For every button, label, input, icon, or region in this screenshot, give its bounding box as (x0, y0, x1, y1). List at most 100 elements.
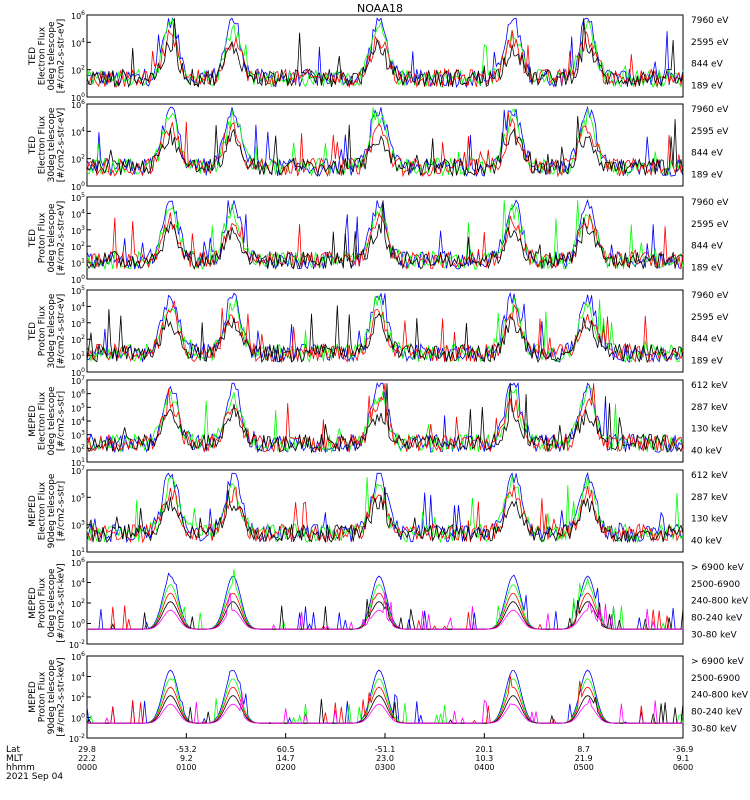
y-tick-label: 107 (71, 375, 85, 386)
x-tick-mlt: 22.2 (78, 754, 96, 763)
legend-item: > 6900 keV (691, 657, 745, 667)
y-tick-label: 100 (71, 274, 85, 285)
legend-item: 2595 eV (691, 38, 729, 48)
y-axis-label: MEPEDElectron Flux90deg telescope[#/cm2-… (28, 473, 67, 548)
legend-item: 7960 eV (691, 105, 729, 115)
y-tick-label: 107 (71, 465, 85, 476)
series-trace (87, 675, 683, 724)
panel-2: 100 102 104 106 TEDElectron Flux30deg telesc… (28, 99, 729, 192)
y-tick-label: 102 (71, 443, 85, 454)
x-tick-lat: -51.1 (375, 745, 396, 754)
legend-item: 2595 eV (691, 127, 729, 137)
y-tick-label: 106 (71, 10, 85, 21)
y-tick-label: 101 (71, 351, 85, 362)
x-tick-lat: -36.9 (673, 745, 694, 754)
y-axis-label: TEDElectron Flux30deg telescope[#/cm2-s-… (28, 107, 67, 182)
x-tick-time: 0500 (573, 763, 593, 772)
y-tick-label: 106 (71, 651, 85, 662)
legend-item: 2500-6900 (691, 674, 740, 684)
series-trace (86, 305, 684, 364)
x-tick-mlt: 9.1 (677, 754, 690, 763)
series-trace (86, 18, 684, 89)
series-trace (86, 112, 684, 178)
y-axis-label: MEPEDElectron Flux0deg telescope[#/cm2-s… (28, 386, 67, 456)
y-tick-label: 106 (71, 557, 85, 568)
y-axis-label: TEDProton Flux0deg telescope[#/cm2-s-str… (28, 201, 67, 276)
legend-item: 189 eV (691, 170, 724, 180)
y-tick-label: 101 (71, 547, 85, 558)
legend-item: 612 keV (691, 471, 728, 481)
x-tick-time: 0200 (275, 763, 295, 772)
y-tick-label: 10-2 (69, 733, 85, 744)
y-tick-label: 105 (71, 402, 85, 413)
series-trace (86, 295, 684, 364)
y-tick-label: 102 (71, 598, 85, 609)
chart-title: NOAA18 (357, 2, 403, 15)
legend-item: 612 keV (691, 381, 728, 391)
series-trace (86, 18, 684, 89)
legend-item: 844 eV (691, 60, 724, 70)
y-axis-label: TEDProton Flux30deg telescope[#/cm2-s-st… (28, 293, 67, 368)
y-tick-label: 104 (71, 37, 85, 48)
plot-frame (86, 103, 684, 187)
series-trace (87, 591, 683, 630)
legend-item: 80-240 keV (691, 707, 743, 717)
panel-5: 101 102 103 104 105 106 107 MEPEDElectron Flux0… (28, 375, 728, 468)
y-tick-label: 10-2 (69, 639, 85, 650)
y-tick-label: 104 (71, 672, 85, 683)
legend-item: 2500-6900 (691, 580, 740, 590)
legend-item: 844 eV (691, 242, 724, 252)
x-tick-mlt: 9.2 (180, 754, 193, 763)
y-tick-label: 100 (71, 181, 85, 192)
y-tick-label: 100 (71, 619, 85, 630)
series-trace (86, 300, 684, 364)
series-trace (86, 487, 684, 544)
legend-item: 189 eV (691, 356, 724, 366)
legend-item: 7960 eV (691, 291, 729, 301)
y-tick-label: 105 (71, 192, 85, 203)
panel-4: 100 101 102 103 104 105 TEDProton Flux30deg te… (28, 285, 729, 378)
panel-1: 100 102 104 106 TEDElectron Flux0deg telesco… (28, 10, 729, 103)
legend-item: 189 eV (691, 263, 724, 273)
y-tick-label: 106 (71, 389, 85, 400)
bottom-row-label: MLT (6, 754, 24, 764)
y-tick-label: 102 (71, 692, 85, 703)
plot-frame (86, 469, 684, 553)
x-tick-lat: 8.7 (577, 745, 590, 754)
y-tick-label: 104 (71, 208, 85, 219)
date-label: 2021 Sep 04 (6, 772, 63, 782)
series-trace (86, 692, 683, 724)
panel-8: 10-2 100 102 104 106 MEPEDProton Flux90deg te… (28, 651, 749, 744)
legend-item: 2595 eV (691, 220, 729, 230)
x-tick-mlt: 10.3 (475, 754, 493, 763)
y-tick-label: 100 (71, 92, 85, 103)
series-trace (86, 107, 684, 177)
legend-item: 240-800 keV (691, 597, 749, 607)
panels: 100 102 104 106 TEDElectron Flux0deg telesco… (28, 10, 749, 744)
legend-item: 80-240 keV (691, 613, 743, 623)
series-trace (86, 29, 684, 89)
y-axis-label: MEPEDProton Flux90deg telescope[#/cm2-s-… (28, 657, 67, 736)
y-tick-label: 101 (71, 457, 85, 468)
x-tick-time: 0400 (474, 763, 494, 772)
legend-item: 30-80 keV (691, 724, 737, 734)
x-tick-time: 0000 (77, 763, 97, 772)
y-tick-label: 100 (71, 367, 85, 378)
legend-item: 130 keV (691, 425, 728, 435)
x-tick-lat: 60.5 (277, 745, 295, 754)
legend-item: 7960 eV (691, 198, 729, 208)
x-tick-time: 0600 (673, 763, 693, 772)
bottom-row-label: Lat (6, 745, 21, 755)
series-trace (86, 115, 684, 178)
series-trace (87, 598, 684, 630)
legend-item: 287 keV (691, 403, 728, 413)
legend-item: 130 keV (691, 515, 728, 525)
y-tick-label: 102 (71, 65, 85, 76)
legend-item: 287 keV (691, 493, 728, 503)
legend-item: 40 keV (691, 536, 723, 546)
y-tick-label: 103 (71, 430, 85, 441)
series-trace (86, 695, 684, 724)
y-tick-label: 103 (71, 520, 85, 531)
series-trace (86, 669, 683, 724)
